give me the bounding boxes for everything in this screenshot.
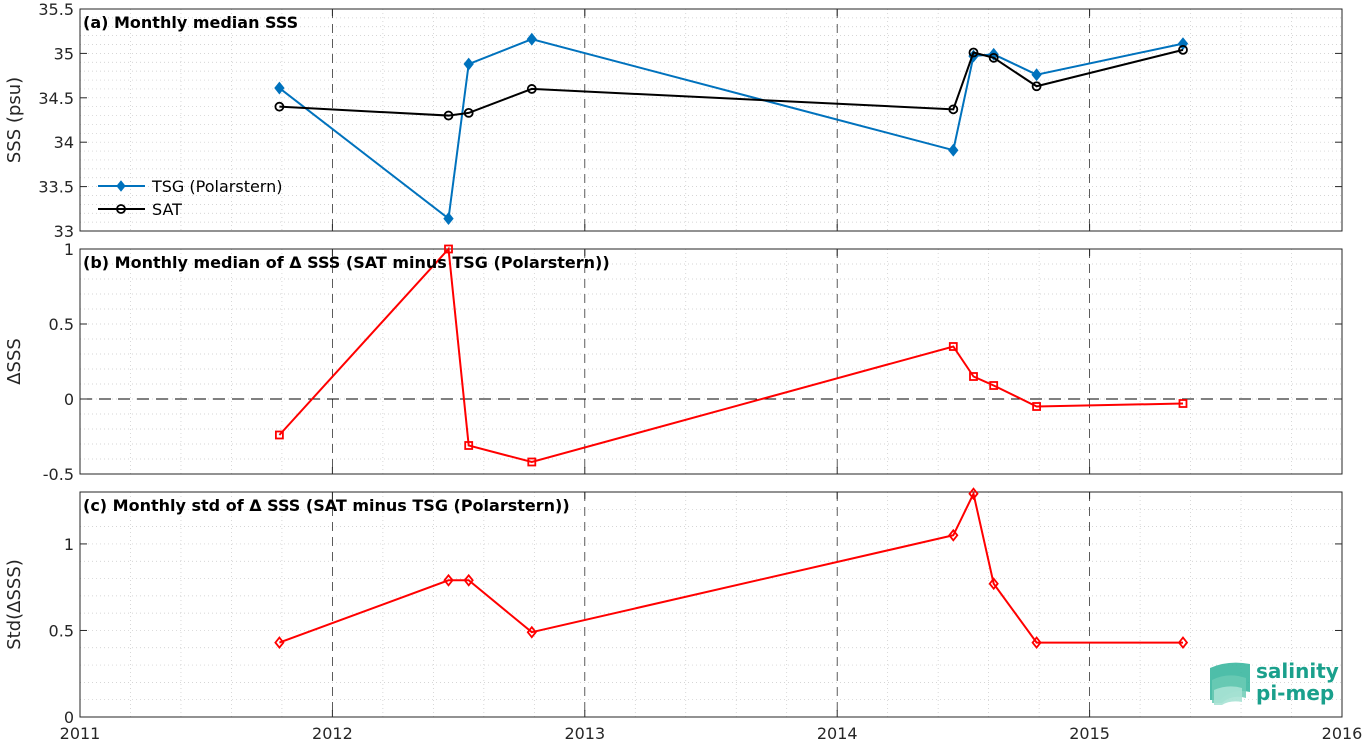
legend-label: SAT (152, 200, 182, 219)
minor-grid (80, 248, 1342, 475)
data-point (443, 212, 454, 226)
panel-title: (c) Monthly std of Δ SSS (SAT minus TSG … (83, 496, 570, 515)
data-point (948, 143, 959, 157)
data-point (443, 573, 454, 587)
series-0 (274, 244, 1188, 467)
minor-grid (80, 491, 1342, 718)
data-point (988, 52, 999, 63)
data-point (444, 244, 453, 254)
panels: 33 33.5 34 34.5 35 35.5 SSS (psu) (a) Monthly m… (4, 0, 1362, 743)
data-point (274, 430, 284, 440)
data-point (463, 107, 474, 118)
data-point (463, 573, 474, 587)
data-point (274, 101, 285, 112)
axes-box (79, 248, 1343, 475)
legend: TSG (Polarstern) SAT (98, 177, 282, 219)
data-point (1032, 402, 1041, 411)
ytick-label: 34.5 (38, 89, 74, 108)
series-1 (274, 44, 1188, 121)
data-point (1031, 81, 1042, 92)
xtick-label: 2011 (60, 724, 101, 743)
ytick-label: 0.5 (49, 315, 74, 334)
xtick-label: 2013 (564, 724, 605, 743)
data-point (989, 381, 999, 390)
data-point (948, 104, 959, 115)
panel-a: 33 33.5 34 34.5 35 35.5 SSS (psu) (a) Monthly m… (4, 0, 1343, 241)
minor-grid (80, 8, 1342, 232)
data-point (526, 625, 537, 639)
data-point (526, 32, 537, 46)
data-point (1031, 636, 1042, 650)
major-grid (331, 249, 1090, 474)
data-point (969, 372, 978, 381)
major-grid (331, 492, 1090, 717)
legend-marker (116, 180, 126, 192)
ytick-label: 0 (64, 390, 74, 409)
data-point (527, 457, 537, 467)
axes-box (79, 491, 1343, 718)
xtick-label: 2012 (312, 724, 353, 743)
ytick-label: 0.5 (49, 621, 74, 640)
ytick-label: 1 (64, 240, 74, 259)
data-point (988, 577, 999, 591)
ytick-label: 1 (64, 535, 74, 554)
series-0 (274, 32, 1189, 226)
major-grid (331, 9, 1090, 231)
data-point (464, 441, 474, 450)
axes-box (79, 8, 1343, 232)
ytick-label: 0 (64, 708, 74, 727)
panel-b: -0.5 0 0.5 1 ΔSSS (b) Monthly median of Δ SSS… (4, 240, 1343, 484)
salinity-pi-mep-logo: salinity pi-mep (1210, 659, 1339, 705)
data-point (1178, 44, 1188, 55)
ytick-label: 34 (54, 133, 74, 152)
series-line (279, 490, 1183, 644)
panel-title: (a) Monthly median SSS (83, 13, 298, 32)
data-point (968, 47, 979, 58)
panel-c: 0 0.5 1 2011 2012 2013 2014 2015 2016 Std(ΔSSS) (c… (4, 487, 1363, 743)
data-point (1031, 68, 1042, 82)
ytick-label: -0.5 (43, 465, 74, 484)
legend-label: TSG (Polarstern) (151, 177, 282, 196)
data-point (443, 110, 454, 121)
xtick-label: 2016 (1322, 724, 1363, 743)
xtick-label: 2014 (817, 724, 858, 743)
data-point (274, 81, 285, 95)
logo-line1: salinity (1256, 659, 1339, 683)
data-point (948, 528, 959, 542)
data-point (526, 84, 537, 94)
data-point (274, 636, 285, 650)
data-point (1177, 636, 1189, 650)
series-line (278, 246, 1184, 464)
data-point (463, 57, 474, 71)
ytick-label: 33.5 (38, 178, 74, 197)
data-point (948, 342, 958, 351)
logo-line2: pi-mep (1256, 681, 1334, 705)
xtick-label: 2015 (1069, 724, 1110, 743)
series-line (278, 38, 1184, 221)
ylabel: SSS (psu) (4, 77, 25, 163)
series-0 (274, 487, 1189, 650)
panel-title: (b) Monthly median of Δ SSS (SAT minus T… (83, 253, 610, 272)
ytick-label: 35 (54, 44, 74, 63)
series-line (279, 48, 1184, 117)
ytick-label: 33 (54, 222, 74, 241)
ytick-label: 35.5 (38, 0, 74, 19)
legend-marker (116, 204, 126, 214)
wave-logo-icon (1210, 662, 1250, 705)
data-point (968, 487, 979, 501)
data-point (1178, 399, 1188, 408)
ylabel: Std(ΔSSS) (4, 559, 25, 650)
ylabel: ΔSSS (4, 338, 25, 385)
